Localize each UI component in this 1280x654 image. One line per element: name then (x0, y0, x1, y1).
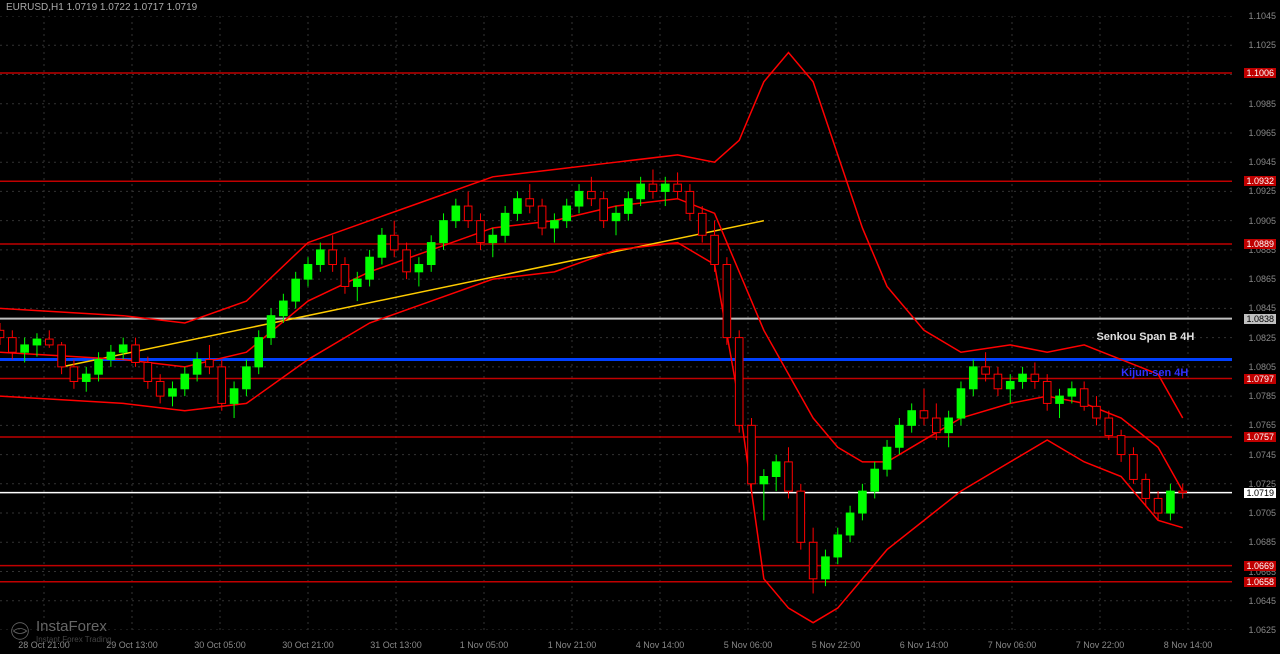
y-tick: 1.0945 (1248, 157, 1276, 167)
level-label: 1.0719 (1244, 488, 1276, 498)
x-tick: 6 Nov 14:00 (900, 640, 949, 650)
y-tick: 1.0985 (1248, 99, 1276, 109)
y-tick: 1.0625 (1248, 625, 1276, 635)
x-tick: 7 Nov 06:00 (988, 640, 1037, 650)
y-tick: 1.0705 (1248, 508, 1276, 518)
level-label: 1.0889 (1244, 239, 1276, 249)
level-label: 1.0669 (1244, 561, 1276, 571)
y-tick: 1.0965 (1248, 128, 1276, 138)
y-tick: 1.0685 (1248, 537, 1276, 547)
x-tick: 5 Nov 22:00 (812, 640, 861, 650)
y-tick: 1.0645 (1248, 596, 1276, 606)
level-label: 1.0757 (1244, 432, 1276, 442)
x-tick: 4 Nov 14:00 (636, 640, 685, 650)
x-tick: 29 Oct 13:00 (106, 640, 158, 650)
y-tick: 1.0785 (1248, 391, 1276, 401)
x-tick: 31 Oct 13:00 (370, 640, 422, 650)
watermark-subtext: Instant Forex Trading (36, 635, 112, 644)
watermark: InstaForex Instant Forex Trading (10, 618, 112, 644)
y-tick: 1.0845 (1248, 303, 1276, 313)
indicator-label: Kijun-sen 4H (1121, 367, 1188, 379)
x-tick: 8 Nov 14:00 (1164, 640, 1213, 650)
x-tick: 5 Nov 06:00 (724, 640, 773, 650)
y-tick: 1.1045 (1248, 11, 1276, 21)
y-tick: 1.0805 (1248, 362, 1276, 372)
plot-area[interactable]: Senkou Span B 4H Kijun-sen 4H (0, 16, 1232, 630)
watermark-text: InstaForex (36, 618, 112, 635)
level-label: 1.1006 (1244, 68, 1276, 78)
chart-svg (0, 16, 1232, 630)
x-tick: 1 Nov 21:00 (548, 640, 597, 650)
level-label: 1.0932 (1244, 176, 1276, 186)
x-axis: 28 Oct 21:0029 Oct 13:0030 Oct 05:0030 O… (0, 630, 1232, 654)
x-tick: 30 Oct 05:00 (194, 640, 246, 650)
y-tick: 1.0825 (1248, 333, 1276, 343)
y-tick: 1.0745 (1248, 450, 1276, 460)
y-tick: 1.0865 (1248, 274, 1276, 284)
x-tick: 30 Oct 21:00 (282, 640, 334, 650)
symbol-title: EURUSD,H1 1.0719 1.0722 1.0717 1.0719 (6, 2, 197, 13)
y-tick: 1.0905 (1248, 216, 1276, 226)
indicator-label: Senkou Span B 4H (1096, 331, 1194, 343)
x-tick: 1 Nov 05:00 (460, 640, 509, 650)
y-tick: 1.0925 (1248, 186, 1276, 196)
chart-container: EURUSD,H1 1.0719 1.0722 1.0717 1.0719 Se… (0, 0, 1280, 654)
y-tick: 1.0765 (1248, 420, 1276, 430)
level-label: 1.0658 (1244, 577, 1276, 587)
x-tick: 7 Nov 22:00 (1076, 640, 1125, 650)
level-label: 1.0797 (1244, 374, 1276, 384)
chart-header: EURUSD,H1 1.0719 1.0722 1.0717 1.0719 (0, 0, 1280, 16)
y-tick: 1.1025 (1248, 40, 1276, 50)
level-label: 1.0838 (1244, 314, 1276, 324)
y-axis: 1.06251.06451.06651.06851.07051.07251.07… (1232, 16, 1280, 630)
instaforex-logo-icon (10, 621, 30, 641)
